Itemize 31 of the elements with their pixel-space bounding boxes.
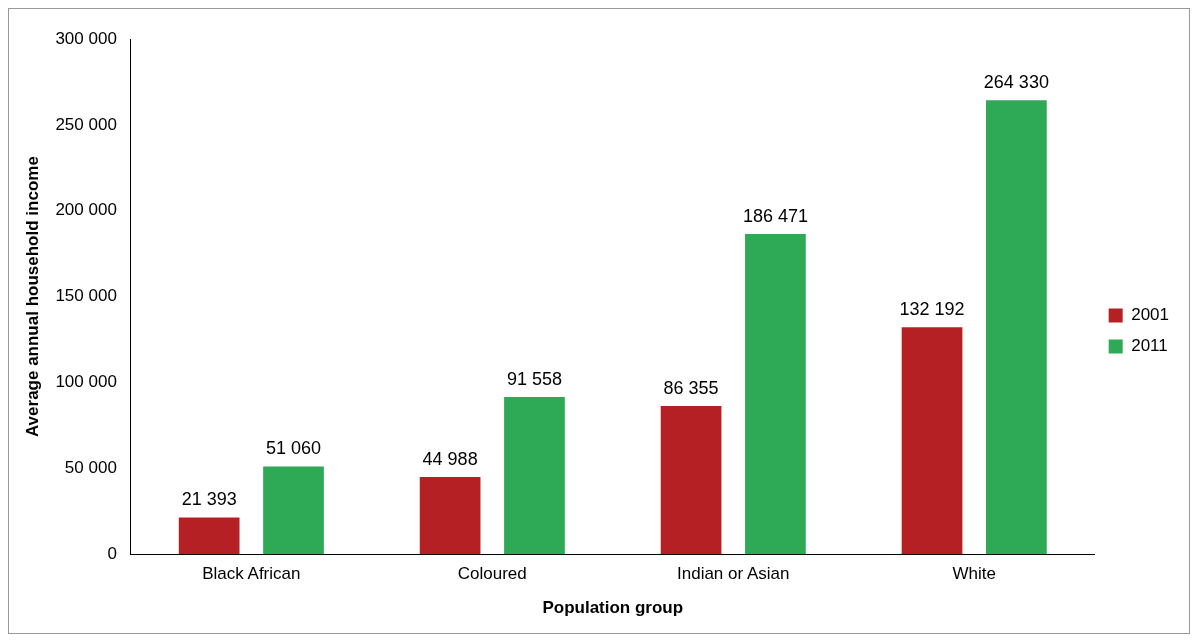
x-axis-title: Population group (542, 598, 684, 618)
y-tick-label: 200 000 (55, 200, 117, 220)
data-label: 21 393 (181, 489, 237, 510)
bar (901, 327, 963, 555)
data-label: 44 988 (422, 448, 478, 469)
x-tick-label: Black African (202, 564, 301, 584)
bar (178, 517, 240, 555)
x-tick-label: White (952, 564, 996, 584)
y-tick-label: 50 000 (64, 458, 117, 478)
bar (660, 405, 722, 555)
y-tick-label: 150 000 (55, 286, 117, 306)
data-label: 86 355 (663, 377, 719, 398)
y-tick-label: 300 000 (55, 28, 117, 48)
y-tick-label: 100 000 (55, 372, 117, 392)
bar (745, 233, 806, 555)
legend-label: 2011 (1131, 336, 1168, 356)
x-tick-label: Indian or Asian (677, 564, 790, 584)
legend-label: 2001 (1131, 305, 1170, 325)
bar (504, 396, 565, 555)
x-tick-label: Coloured (457, 564, 527, 584)
bar (263, 466, 324, 555)
y-tick-label: 250 000 (55, 114, 117, 134)
bar (986, 100, 1047, 555)
data-label: 91 558 (506, 368, 562, 389)
data-label: 186 471 (742, 205, 808, 226)
bar (419, 476, 481, 555)
y-tick-label: 0 (107, 543, 117, 563)
data-label: 132 192 (899, 299, 965, 320)
y-axis-title: Average annual household income (22, 156, 42, 438)
data-label: 51 060 (265, 438, 322, 459)
data-label: 264 330 (983, 72, 1049, 93)
